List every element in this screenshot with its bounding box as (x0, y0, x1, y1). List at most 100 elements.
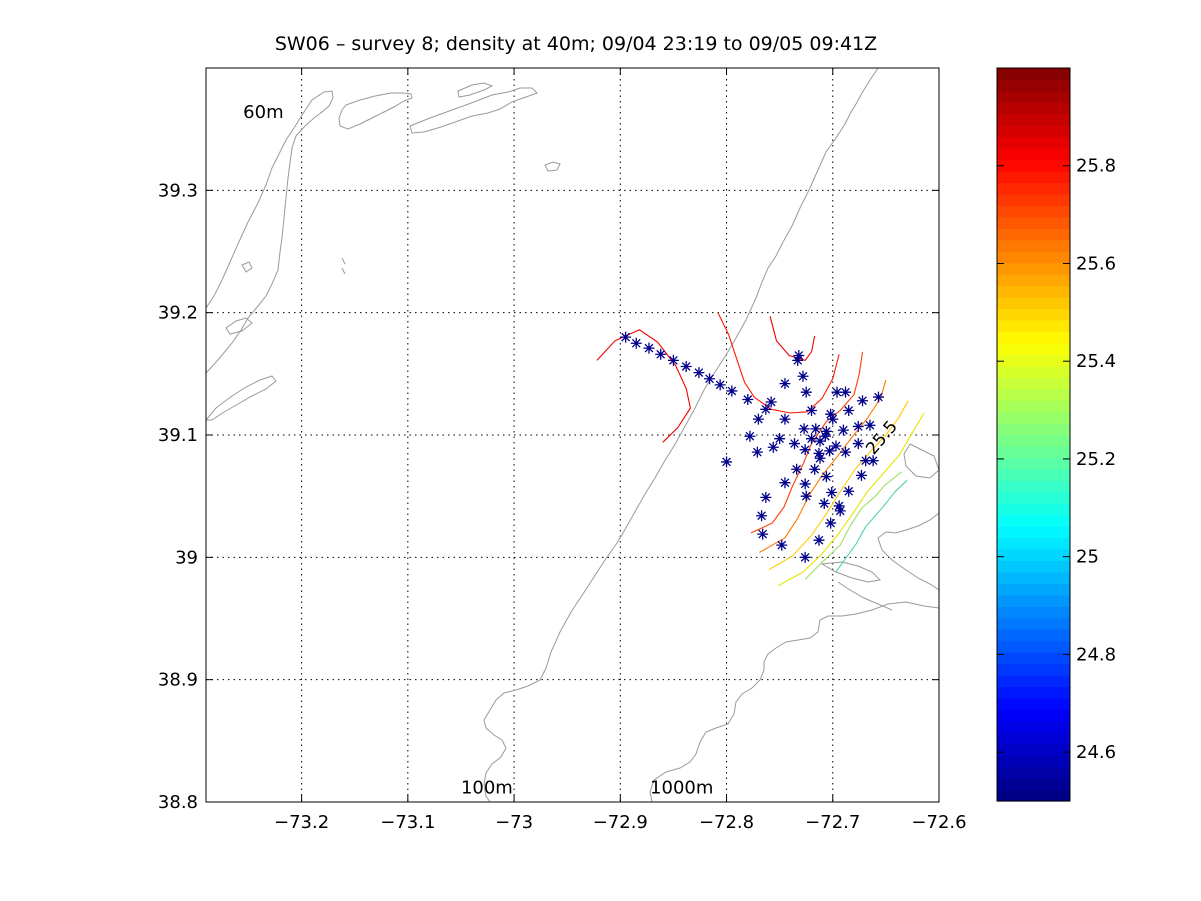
plot-background (206, 68, 939, 802)
bathymetry-shelf-line (225, 317, 253, 335)
colorbar-band (997, 720, 1070, 733)
station-marker (826, 486, 838, 498)
colorbar-band (997, 732, 1070, 745)
bathymetry-depth-label: 60m (243, 102, 283, 123)
station-marker (765, 396, 777, 408)
bathymetry-shelf-line (544, 161, 561, 172)
station-marker (799, 444, 811, 456)
station-marker (818, 498, 830, 510)
station-marker (820, 425, 832, 437)
station-marker (744, 430, 756, 442)
station-marker (620, 331, 632, 343)
station-marker (825, 408, 837, 420)
colorbar-band (997, 778, 1070, 791)
station-marker (752, 413, 764, 425)
bathymetry-100m-line (820, 561, 882, 583)
colorbar-band (997, 365, 1070, 378)
station-marker (814, 452, 826, 464)
y-tick-label: 39.3 (158, 180, 198, 201)
colorbar-band (997, 377, 1070, 390)
colorbar-band (997, 743, 1070, 756)
colorbar-band (997, 205, 1070, 218)
bathymetry-1000m-line (483, 68, 879, 802)
station-marker (852, 420, 864, 432)
station-marker (680, 360, 692, 372)
colorbar-band (997, 789, 1070, 802)
colorbar-band (997, 171, 1070, 184)
colorbar-band (997, 354, 1070, 367)
y-tick-label: 38.8 (158, 792, 198, 813)
station-marker (742, 394, 754, 406)
bathymetry-contours (206, 68, 939, 802)
station-marker (806, 433, 818, 445)
bathymetry-depth-label: 100m (461, 777, 513, 798)
station-marker (857, 395, 869, 407)
colorbar-frame (996, 67, 1071, 802)
station-marker (799, 478, 811, 490)
colorbar-band (997, 308, 1070, 321)
colorbar-band (997, 113, 1070, 126)
station-marker (864, 419, 876, 431)
colorbar-band (997, 652, 1070, 665)
colorbar-band (997, 251, 1070, 264)
x-tick-label: −73 (495, 812, 533, 833)
station-marker (779, 378, 791, 390)
bathymetry-shelf-line (206, 375, 277, 421)
colorbar-gradient (997, 68, 1070, 802)
grid-lines (206, 68, 939, 802)
colorbar-tick-label: 25 (1076, 547, 1099, 568)
station-marker (834, 505, 846, 517)
station-marker (776, 539, 788, 551)
y-tick-label: 38.9 (158, 670, 198, 691)
x-tick-label: −72.9 (593, 812, 648, 833)
bathymetry-shelf-line (409, 87, 538, 134)
colorbar-band (997, 686, 1070, 699)
station-marker (655, 348, 667, 360)
station-marker (799, 551, 811, 563)
station-marker (757, 528, 769, 540)
colorbar-band (997, 400, 1070, 413)
bathymetry-shelf-line (241, 261, 253, 273)
station-marker (800, 386, 812, 398)
colorbar-band (997, 503, 1070, 516)
colorbar-band (997, 297, 1070, 310)
colorbar-band (997, 560, 1070, 573)
station-marker (798, 423, 810, 435)
station-marker (760, 491, 772, 503)
colorbar-band (997, 514, 1070, 527)
colorbar-band (997, 90, 1070, 103)
station-marker (630, 337, 642, 349)
station-marker (756, 510, 768, 522)
station-marker (830, 440, 842, 452)
colorbar-band (997, 755, 1070, 768)
colorbar-band (997, 193, 1070, 207)
colorbar-band (997, 319, 1070, 333)
station-marker (726, 385, 738, 397)
station-marker (825, 517, 837, 529)
colorbar-band (997, 606, 1070, 619)
station-marker (767, 441, 779, 453)
colorbar-band (997, 136, 1070, 149)
bathymetry-60m-line (206, 90, 334, 374)
bathymetry-shelf-line (457, 82, 494, 98)
density-contour-line (768, 400, 909, 571)
station-marker (751, 446, 763, 458)
colorbar-band (997, 388, 1070, 401)
colorbar-band (997, 766, 1070, 779)
colorbar-band (997, 274, 1070, 287)
colorbar-band (997, 468, 1070, 481)
colorbar-band (997, 228, 1070, 241)
colorbar-band (997, 79, 1070, 92)
density-contour-line (804, 471, 903, 580)
station-marker (800, 490, 812, 502)
colorbar-band (997, 445, 1070, 458)
station-marker (833, 500, 845, 512)
bathymetry-100m-line (649, 512, 939, 802)
colorbar-band (997, 239, 1070, 252)
station-marker (793, 349, 805, 361)
bathymetry-shelf-line (338, 92, 413, 130)
colorbar-band (997, 480, 1070, 493)
station-marker (721, 456, 733, 468)
y-tick-label: 39 (175, 547, 198, 568)
